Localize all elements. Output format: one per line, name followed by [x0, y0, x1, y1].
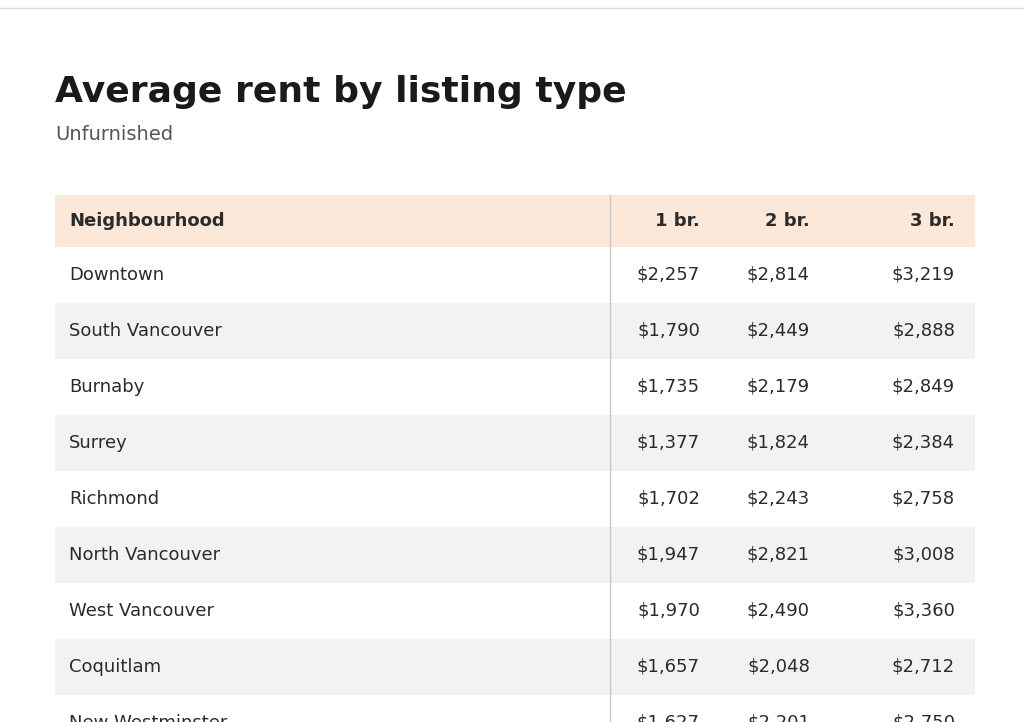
Text: $1,702: $1,702	[637, 490, 700, 508]
Text: $2,201: $2,201	[748, 714, 810, 722]
Text: South Vancouver: South Vancouver	[69, 322, 222, 340]
Text: $2,888: $2,888	[892, 322, 955, 340]
Bar	[55, 583, 975, 639]
Text: 2 br.: 2 br.	[765, 212, 810, 230]
Text: $2,750: $2,750	[892, 714, 955, 722]
Text: Surrey: Surrey	[69, 434, 128, 452]
Bar	[55, 695, 975, 722]
Text: $1,735: $1,735	[637, 378, 700, 396]
Text: $1,627: $1,627	[637, 714, 700, 722]
Bar	[55, 639, 975, 695]
Text: $1,970: $1,970	[637, 602, 700, 620]
Text: 1 br.: 1 br.	[655, 212, 700, 230]
Text: $1,947: $1,947	[637, 546, 700, 564]
Text: $2,179: $2,179	[746, 378, 810, 396]
Text: 3 br.: 3 br.	[910, 212, 955, 230]
Text: $1,790: $1,790	[637, 322, 700, 340]
Text: $2,849: $2,849	[892, 378, 955, 396]
Text: Neighbourhood: Neighbourhood	[69, 212, 224, 230]
Text: $3,360: $3,360	[892, 602, 955, 620]
Text: $2,490: $2,490	[746, 602, 810, 620]
Text: $2,821: $2,821	[746, 546, 810, 564]
Text: $2,243: $2,243	[746, 490, 810, 508]
Bar	[55, 471, 975, 527]
Bar	[55, 247, 975, 303]
Text: $1,377: $1,377	[637, 434, 700, 452]
Text: Burnaby: Burnaby	[69, 378, 144, 396]
Text: $2,048: $2,048	[748, 658, 810, 676]
Text: $2,758: $2,758	[892, 490, 955, 508]
Bar	[55, 359, 975, 415]
Bar	[55, 527, 975, 583]
Text: $2,449: $2,449	[746, 322, 810, 340]
Text: $2,257: $2,257	[637, 266, 700, 284]
Text: West Vancouver: West Vancouver	[69, 602, 214, 620]
Bar	[55, 415, 975, 471]
Text: $2,384: $2,384	[892, 434, 955, 452]
Text: New Westminster: New Westminster	[69, 714, 227, 722]
Text: $2,712: $2,712	[892, 658, 955, 676]
Text: $1,824: $1,824	[746, 434, 810, 452]
Text: Average rent by listing type: Average rent by listing type	[55, 75, 627, 109]
Text: $1,657: $1,657	[637, 658, 700, 676]
Bar	[55, 303, 975, 359]
Text: $3,008: $3,008	[892, 546, 955, 564]
Text: North Vancouver: North Vancouver	[69, 546, 220, 564]
Text: Downtown: Downtown	[69, 266, 164, 284]
Text: $3,219: $3,219	[892, 266, 955, 284]
Text: $2,814: $2,814	[746, 266, 810, 284]
Text: Richmond: Richmond	[69, 490, 159, 508]
Bar	[55, 195, 975, 247]
Text: Unfurnished: Unfurnished	[55, 125, 173, 144]
Text: Coquitlam: Coquitlam	[69, 658, 161, 676]
